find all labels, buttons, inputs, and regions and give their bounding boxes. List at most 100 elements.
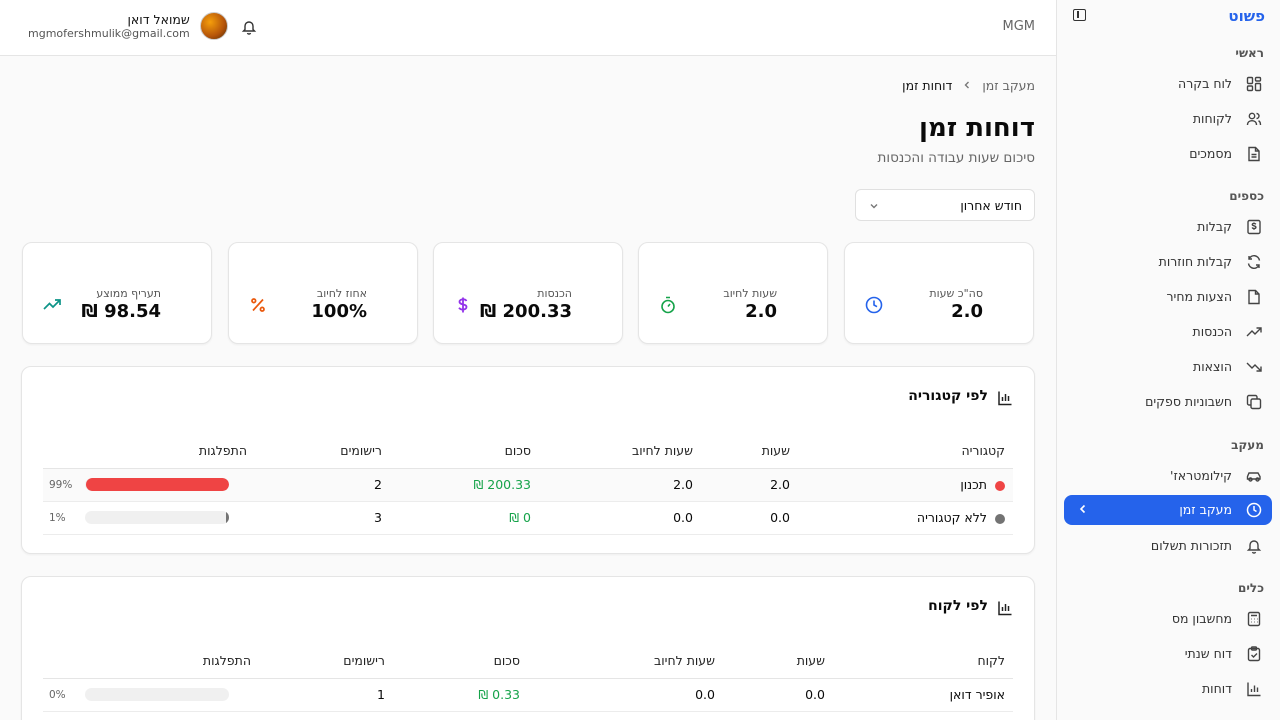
stat-label: הכנסות	[537, 287, 572, 300]
sidebar-item-reports[interactable]: דוחות	[1064, 674, 1272, 704]
chevron-left-icon	[962, 78, 972, 93]
user-menu[interactable]: שמואל דואן mgmofershmulik@gmail.com	[28, 12, 228, 40]
sidebar-item-mileage[interactable]: קילומטראז'	[1064, 461, 1272, 491]
section-tools: כלים	[1238, 581, 1264, 595]
column-header[interactable]: סכום	[393, 644, 528, 679]
distribution-bar	[85, 478, 229, 491]
sidebar-item-label: לוח בקרה	[1178, 76, 1232, 91]
sidebar-item-time-tracking[interactable]: מעקב זמן	[1064, 495, 1272, 525]
stat-value: 98.54 ₪	[81, 301, 161, 322]
chevron-down-icon	[869, 200, 879, 215]
clipboard-check-icon	[1246, 646, 1262, 662]
bar-chart-icon	[997, 600, 1013, 620]
refresh-icon	[1246, 254, 1262, 270]
card-title: לפי לקוח	[928, 598, 988, 614]
sidebar-item-label: חשבוניות ספקים	[1145, 394, 1232, 409]
breadcrumb-parent[interactable]: מעקב זמן	[982, 78, 1035, 93]
stat-card-billable-percent: אחוז לחיוב 100%	[228, 242, 418, 344]
distribution-cell: 1%	[43, 501, 255, 535]
column-header[interactable]: שעות לחיוב	[528, 644, 723, 679]
period-select-value: חודש אחרון	[960, 198, 1022, 213]
user-info: שמואל דואן mgmofershmulik@gmail.com	[28, 12, 190, 40]
table-row[interactable]: ללא קטגוריה 0.0 0.0 0 ₪ 3 1%	[43, 501, 1013, 535]
column-header[interactable]: לקוח	[833, 644, 1013, 679]
sidebar-item-annual-report[interactable]: דוח שנתי	[1064, 639, 1272, 669]
stat-value: 200.33 ₪	[479, 301, 572, 322]
sidebar-item-expenses[interactable]: הוצאות	[1064, 352, 1272, 382]
stat-card-income: הכנסות 200.33 ₪	[433, 242, 623, 344]
page-title: דוחות זמן	[919, 113, 1035, 143]
billable-cell: 0.0	[528, 678, 723, 712]
period-select[interactable]: חודש אחרון	[855, 189, 1035, 221]
receipt-icon	[1246, 219, 1262, 235]
sidebar-item-receipts[interactable]: קבלות	[1064, 212, 1272, 242]
sidebar-item-dashboard[interactable]: לוח בקרה	[1064, 69, 1272, 99]
distribution-bar	[85, 688, 229, 701]
sidebar-item-income[interactable]: הכנסות	[1064, 317, 1272, 347]
sidebar-item-supplier-invoices[interactable]: חשבוניות ספקים	[1064, 387, 1272, 417]
brand-logo[interactable]: פשוט	[1228, 7, 1265, 25]
breadcrumb: מעקב זמן דוחות זמן	[902, 78, 1035, 93]
sidebar-item-payment-reminders[interactable]: תזכורות תשלום	[1064, 531, 1272, 561]
sidebar-item-label: הוצאות	[1193, 359, 1232, 374]
distribution-percent: 1%	[49, 511, 66, 524]
amount-cell: 200.33 ₪	[390, 468, 539, 502]
sidebar-item-tax-calculator[interactable]: מחשבון מס	[1064, 604, 1272, 634]
column-header[interactable]: קטגוריה	[798, 434, 1013, 469]
category-name: תכנון	[960, 477, 987, 492]
trending-down-icon	[1246, 359, 1262, 375]
sidebar-collapse-icon[interactable]	[1073, 9, 1086, 21]
stat-value: 2.0	[745, 301, 777, 322]
sidebar-item-documents[interactable]: מסמכים	[1064, 139, 1272, 169]
trending-up-icon	[43, 296, 61, 314]
app-label: MGM	[1002, 19, 1035, 34]
stat-card-average-rate: תעריף ממוצע 98.54 ₪	[22, 242, 212, 344]
notifications-bell-icon[interactable]	[241, 19, 257, 39]
stat-label: סה"כ שעות	[929, 287, 983, 300]
sidebar-item-recurring-receipts[interactable]: קבלות חוזרות	[1064, 247, 1272, 277]
category-cell: ללא קטגוריה	[798, 501, 1013, 535]
distribution-cell: 99%	[43, 468, 255, 502]
table-header-row: קטגוריה שעות שעות לחיוב סכום רישומים התפ…	[43, 434, 1013, 469]
sidebar-item-quotes[interactable]: הצעות מחיר	[1064, 282, 1272, 312]
stat-value: 100%	[311, 301, 367, 322]
page-subtitle: סיכום שעות עבודה והכנסות	[877, 150, 1035, 166]
distribution-bar-fill	[226, 511, 229, 524]
category-color-dot	[995, 513, 1005, 524]
quote-icon	[1246, 289, 1262, 305]
avatar[interactable]	[199, 12, 228, 40]
section-money: כספים	[1229, 189, 1264, 203]
sidebar-item-clients[interactable]: לקוחות	[1064, 104, 1272, 134]
billable-cell: 0.0	[539, 501, 701, 535]
table-row[interactable]: אופיר דואן 0.0 0.0 0.33 ₪ 1 0%	[43, 678, 1013, 712]
bar-chart-icon	[1246, 681, 1262, 697]
dashboard-icon	[1246, 76, 1262, 92]
entries-cell: 2	[255, 468, 390, 502]
billable-cell: 2.0	[539, 468, 701, 502]
column-header[interactable]: סכום	[390, 434, 539, 469]
column-header[interactable]: רישומים	[255, 434, 390, 469]
clock-icon	[1246, 502, 1262, 518]
clock-icon	[865, 296, 883, 314]
section-tracking: מעקב	[1231, 438, 1264, 452]
sidebar-item-label: מעקב זמן	[1179, 502, 1232, 517]
column-header[interactable]: רישומים	[259, 644, 393, 679]
column-header[interactable]: שעות	[701, 434, 798, 469]
timer-icon	[659, 296, 677, 314]
amount-cell: 0.33 ₪	[393, 678, 528, 712]
table-row[interactable]: תכנון 2.0 2.0 200.33 ₪ 2 99%	[43, 468, 1013, 502]
document-icon	[1246, 146, 1262, 162]
stat-card-total-hours: סה"כ שעות 2.0	[844, 242, 1034, 344]
category-cell: תכנון	[798, 468, 1013, 502]
card-title: לפי קטגוריה	[908, 388, 988, 404]
sidebar-item-label: לקוחות	[1192, 111, 1232, 126]
sidebar-item-label: דוחות	[1201, 681, 1232, 696]
category-color-dot	[995, 480, 1005, 491]
column-header[interactable]: שעות	[723, 644, 833, 679]
amount-cell: 0 ₪	[390, 501, 539, 535]
column-header[interactable]: שעות לחיוב	[539, 434, 701, 469]
sidebar-header: פשוט	[1057, 0, 1280, 34]
stat-label: שעות לחיוב	[723, 287, 777, 300]
dollar-icon	[454, 296, 472, 314]
sidebar-item-label: מסמכים	[1189, 146, 1232, 161]
